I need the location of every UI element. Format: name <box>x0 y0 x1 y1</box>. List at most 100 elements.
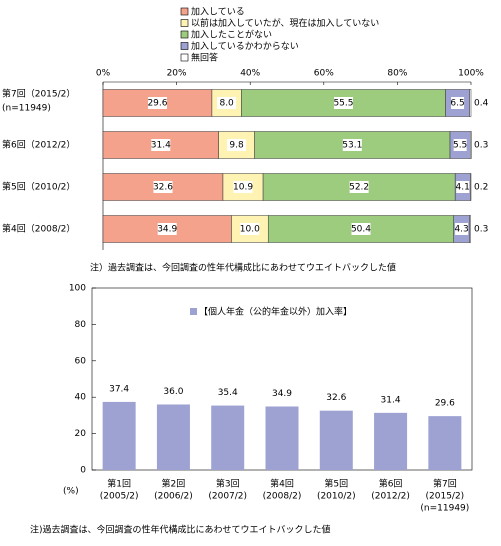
data-label: 37.4 <box>109 384 129 394</box>
y-tick-label: 60 <box>75 356 87 366</box>
label-bg <box>240 223 260 235</box>
x-tick-label: (2010/2) <box>317 492 356 502</box>
legend-swatch <box>190 308 197 315</box>
data-label: 31.4 <box>151 141 171 151</box>
bar-segment <box>469 215 471 243</box>
legend-swatch <box>180 53 189 62</box>
bar-segment <box>470 173 472 201</box>
data-label: 34.9 <box>157 225 177 235</box>
bar <box>319 410 353 470</box>
bar <box>374 412 408 470</box>
data-label: 50.4 <box>351 225 371 235</box>
x-tick-label: 100% <box>458 69 484 79</box>
bar-segment <box>469 89 472 117</box>
y-tick-label: 100 <box>69 284 86 294</box>
data-label: 36.0 <box>163 387 183 397</box>
label-bg <box>451 97 465 109</box>
data-label: 34.9 <box>272 389 292 399</box>
data-label: 0.3 <box>474 141 488 151</box>
data-label: 4.3 <box>454 225 468 235</box>
x-tick-label: 第6回 <box>379 478 403 490</box>
data-label: 4.1 <box>456 183 470 193</box>
x-tick-label: 60% <box>314 69 334 79</box>
x-tick-label: (2015/2) <box>426 492 465 502</box>
x-tick-label: 第7回 <box>433 478 457 490</box>
y-tick-label: 第5回（2010/2） <box>2 181 75 193</box>
bar <box>428 416 462 470</box>
label-bg <box>151 139 171 151</box>
x-tick-label: (2006/2) <box>154 492 193 502</box>
legend-label: 無回答 <box>191 52 218 64</box>
bar <box>102 401 136 470</box>
data-label: 32.6 <box>153 183 173 193</box>
data-label: 29.6 <box>147 99 167 109</box>
data-label: 5.5 <box>453 141 467 151</box>
bar <box>211 405 245 470</box>
data-label: 31.4 <box>381 395 401 405</box>
legend-label: 【個人年金（公的年金以外）加入率】 <box>199 306 352 318</box>
x-tick-label: 第1回 <box>107 478 131 490</box>
y-axis-label: (%) <box>63 487 79 497</box>
note: 注）過去調査は、今回調査の性年代構成比にあわせてウエイトバックした値 <box>90 262 396 274</box>
data-label: 6.5 <box>450 99 464 109</box>
x-tick-label: (2012/2) <box>371 492 410 502</box>
x-tick-label: 第4回 <box>270 478 294 490</box>
y-tick-label: 第4回（2008/2） <box>2 223 75 235</box>
bar <box>265 406 299 470</box>
data-label: 32.6 <box>326 393 346 403</box>
data-label: 0.4 <box>474 99 489 109</box>
y-tick-label: 0 <box>80 466 86 476</box>
legend-swatch <box>180 19 189 27</box>
label-bg <box>349 181 369 193</box>
data-label: 29.6 <box>435 399 455 409</box>
data-label: 10.9 <box>233 183 253 193</box>
data-label: 35.4 <box>218 388 238 398</box>
label-bg <box>153 181 173 193</box>
data-label: 10.0 <box>240 225 260 235</box>
data-label: 8.0 <box>219 99 234 109</box>
y-tick-label: 20 <box>75 429 87 439</box>
data-label: 52.2 <box>349 183 369 193</box>
x-tick-label: 第2回 <box>162 478 186 490</box>
x-tick-label: (2008/2) <box>263 492 302 502</box>
legend-swatch <box>180 42 189 50</box>
label-bg <box>233 181 253 193</box>
data-label: 0.3 <box>474 225 488 235</box>
x-tick-label: 第3回 <box>216 478 240 490</box>
label-bg <box>157 223 177 235</box>
y-tick-label: 40 <box>75 393 87 403</box>
data-label: 0.2 <box>474 183 488 193</box>
bar-segment <box>470 131 472 159</box>
y-tick-label: (n=11949) <box>2 104 51 114</box>
label-bg <box>147 97 167 109</box>
x-tick-label: (n=11949) <box>420 504 469 514</box>
y-tick-label: 第6回（2012/2） <box>2 139 75 151</box>
label-bg <box>333 97 353 109</box>
x-tick-label: 80% <box>387 69 407 79</box>
legend-swatch <box>180 7 189 16</box>
legend-label: 加入しているかわからない <box>191 41 299 52</box>
legend-swatch <box>180 30 189 39</box>
data-label: 55.5 <box>333 99 353 109</box>
legend-label: 加入している <box>191 7 245 18</box>
label-bg <box>351 223 371 235</box>
label-bg <box>217 97 237 109</box>
data-label: 9.8 <box>229 141 244 151</box>
note: 注)過去調査は、今回調査の性年代構成比にあわせてウエイトバックした値 <box>30 524 331 536</box>
x-tick-label: 20% <box>167 69 187 79</box>
x-tick-label: (2007/2) <box>208 492 247 502</box>
data-label: 53.1 <box>342 141 362 151</box>
x-tick-label: 0% <box>96 69 111 79</box>
label-bg <box>456 181 470 193</box>
x-tick-label: (2005/2) <box>100 492 139 502</box>
label-bg <box>227 139 247 151</box>
x-tick-label: 40% <box>240 69 260 79</box>
label-bg <box>342 139 362 151</box>
label-bg <box>455 223 469 235</box>
label-bg <box>453 139 467 151</box>
y-tick-label: 80 <box>75 320 87 330</box>
x-tick-label: 第5回 <box>324 478 348 490</box>
legend-label: 以前は加入していたが、現在は加入していない <box>191 17 379 29</box>
